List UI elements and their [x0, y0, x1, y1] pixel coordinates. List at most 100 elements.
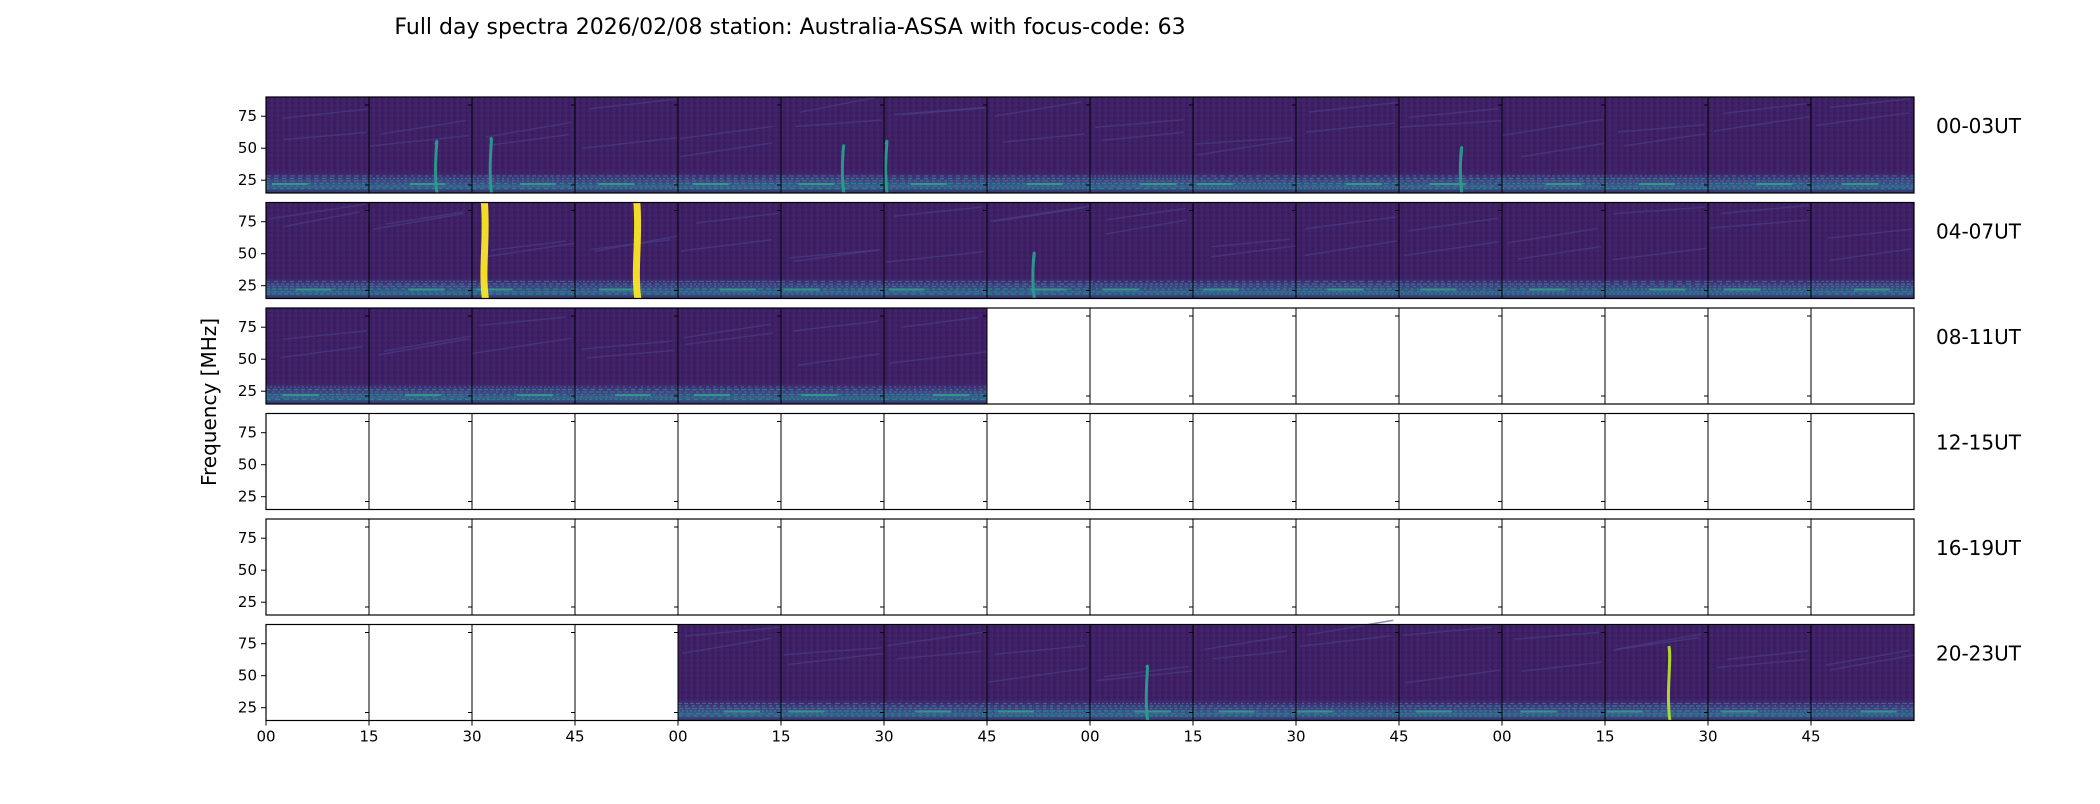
radio-burst [1031, 251, 1036, 299]
y-tick-label: 75 [238, 424, 257, 442]
y-tick-label: 75 [238, 529, 257, 547]
spectrum-panel [1811, 624, 1915, 721]
x-tick-label: 00 [668, 728, 687, 746]
y-tick-label: 50 [238, 350, 257, 368]
spectra-row-4: 75 50 25 16-19UT [238, 518, 2022, 616]
spectrum-panel [1399, 97, 1502, 193]
row-time-label: 16-19UT [1936, 536, 2022, 560]
y-tick-label: 75 [238, 318, 257, 336]
x-tick-label: 15 [771, 728, 790, 746]
spectrum-panel [266, 202, 369, 299]
y-tick-label: 25 [238, 488, 257, 506]
row-frame [265, 96, 1915, 194]
spectrum-panel [1193, 97, 1296, 193]
x-tick-label: 00 [1492, 728, 1511, 746]
spectrum-panel [575, 97, 678, 193]
x-axis: 00 15 30 45 00 15 30 45 00 15 30 45 00 15 30 45 [256, 720, 1821, 746]
spectrum-panel [1708, 202, 1811, 299]
x-tick-label: 15 [359, 728, 378, 746]
spectrum-panel [781, 96, 884, 193]
spectra-row-1: 75 50 25 04-07UT [238, 201, 2022, 300]
spectrum-panel [266, 97, 369, 193]
spectrum-panel [781, 624, 884, 721]
spectrum-panel [987, 624, 1090, 721]
spectrum-panel [1605, 97, 1708, 193]
row-time-label: 12-15UT [1936, 431, 2022, 455]
spectrum-panel [678, 97, 781, 193]
row-frame [265, 518, 1915, 616]
radio-burst [1144, 664, 1150, 721]
spectrum-panel [1502, 97, 1605, 193]
spectrum-panel [1811, 97, 1914, 193]
spectrum-panel [884, 202, 987, 299]
x-tick-label: 30 [462, 728, 481, 746]
spectrum-panel [575, 308, 678, 404]
spectrum-panel [1605, 624, 1708, 721]
spectrum-panel [472, 308, 575, 404]
spectrum-panel [678, 308, 781, 404]
y-axis-label: Frequency [MHz] [197, 318, 221, 486]
radio-burst [1666, 645, 1672, 721]
spectrum-panel [884, 97, 987, 193]
row-time-label: 00-03UT [1936, 114, 2022, 138]
y-tick-label: 50 [238, 456, 257, 474]
spectrum-panel [987, 202, 1090, 299]
spectrum-panel [266, 308, 369, 404]
y-tick-label: 50 [238, 667, 257, 685]
x-tick-label: 45 [1801, 728, 1820, 746]
row-frame [265, 307, 1915, 405]
spectrum-panel [987, 97, 1090, 193]
row-frame [265, 201, 1915, 300]
spectrum-panel [1399, 202, 1502, 299]
y-tick-label: 50 [238, 245, 257, 263]
spectrum-panel [1296, 619, 1399, 721]
spectrum-panel [1605, 202, 1708, 299]
x-tick-label: 15 [1595, 728, 1614, 746]
spectrum-panel [1193, 202, 1296, 299]
radio-burst [1458, 146, 1464, 194]
y-tick-label: 25 [238, 382, 257, 400]
spectrum-panel [1502, 624, 1605, 721]
spectra-row-0: 75 50 25 00-03UT [238, 96, 2022, 194]
spectrum-panel [1811, 202, 1914, 299]
spectrum-panel [1090, 97, 1193, 193]
spectrum-panel [575, 202, 678, 299]
radio-burst [884, 140, 889, 194]
spectrum-panel [1090, 624, 1193, 721]
y-tick-label: 50 [238, 139, 257, 157]
y-tick-label: 25 [238, 593, 257, 611]
spectra-rows: 75502500-03UT75502504-07UT75502508-11UT7… [238, 96, 2022, 722]
spectrum-panel [1399, 624, 1502, 721]
spectrum-panel [1708, 624, 1811, 721]
y-tick-label: 25 [238, 171, 257, 189]
spectrum-panel [1296, 97, 1399, 193]
x-tick-label: 15 [1183, 728, 1202, 746]
spectrum-panel [369, 308, 472, 404]
y-tick-label: 25 [238, 277, 257, 295]
y-tick-label: 75 [238, 635, 257, 653]
row-frame [265, 412, 1915, 511]
spectrum-panel [781, 308, 884, 404]
spectrum-panel [1296, 202, 1399, 299]
radio-burst [840, 144, 846, 194]
spectrum-panel [1193, 624, 1296, 721]
spectrum-panel [884, 624, 987, 721]
chart-title: Full day spectra 2026/02/08 station: Aus… [394, 15, 1185, 40]
x-tick-label: 00 [256, 728, 275, 746]
spectrum-panel [472, 97, 575, 193]
spectra-row-3: 75 50 25 12-15UT [238, 412, 2022, 511]
spectrum-panel [678, 202, 781, 299]
spectra-row-2: 75 50 25 08-11UT [238, 307, 2022, 405]
spectrum-panel [1708, 97, 1811, 193]
spectrum-panel [884, 308, 987, 404]
radio-burst [632, 202, 642, 299]
spectrum-panel [369, 202, 472, 299]
x-tick-label: 30 [1286, 728, 1305, 746]
spectrum-panel [472, 202, 575, 299]
spectrum-panel [781, 202, 884, 299]
spectra-row-5: 75 50 25 20-23UT [238, 619, 2022, 722]
x-tick-label: 30 [874, 728, 893, 746]
row-time-label: 20-23UT [1936, 642, 2022, 666]
row-time-label: 04-07UT [1936, 220, 2022, 244]
